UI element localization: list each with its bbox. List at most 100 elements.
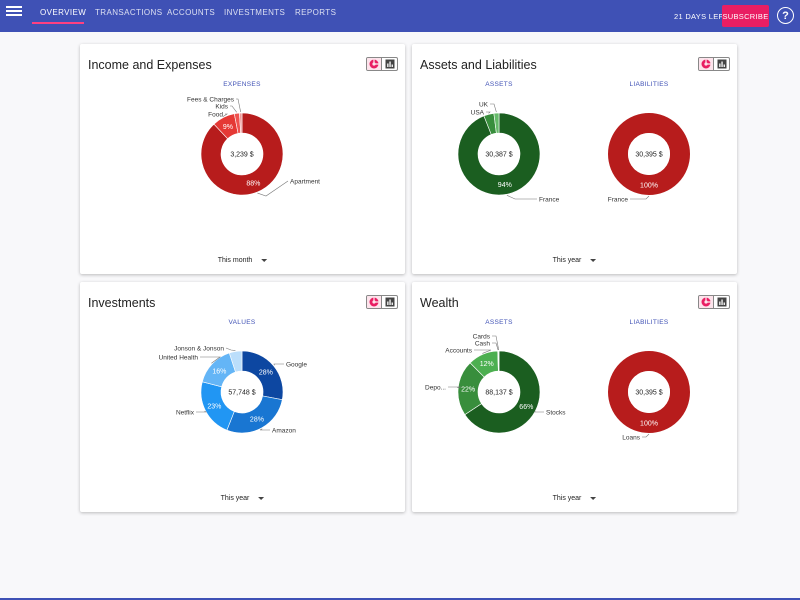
chart-total-value: 88,137 $ [485, 390, 512, 397]
slice-name-label: France [539, 196, 560, 203]
slice-name-label: United Health [159, 354, 199, 361]
chart-heading: EXPENSES [223, 81, 261, 88]
card-title: Investments [88, 296, 156, 310]
wealth-card: Wealth ASSETS LIABILITIES 66% 22% 12% 88,13… [412, 282, 737, 512]
pie-chart-icon[interactable] [367, 58, 382, 70]
donut-slice[interactable] [608, 351, 690, 433]
donut-hole [478, 371, 520, 413]
slice-name-label: Stocks [546, 409, 566, 416]
donut-hole [628, 371, 670, 413]
tab-overview[interactable]: OVERVIEW [40, 8, 87, 17]
slice-percent-label: 12% [480, 361, 494, 368]
chart-total-value: 30,387 $ [485, 152, 512, 159]
leader-line [225, 347, 236, 351]
top-app-bar: OVERVIEW TRANSACTIONS ACCOUNTS INVESTMEN… [0, 0, 800, 32]
leader-line [474, 349, 492, 354]
slice-percent-label: 88% [246, 180, 260, 187]
bar-chart-icon[interactable] [382, 58, 397, 70]
slice-name-label: Depo... [425, 384, 446, 391]
arrow-drop-down-icon [261, 259, 268, 262]
chart-heading: ASSETS [485, 319, 513, 326]
slice-name-label: Google [286, 361, 307, 368]
period-select[interactable]: This year [553, 495, 597, 502]
leader-line [492, 335, 500, 351]
slice-percent-label: 94% [498, 182, 512, 189]
chart-total-value: 57,748 $ [228, 390, 255, 397]
slice-name-label: Jonson & Jonson [174, 345, 224, 352]
slice-name-label: UK [479, 101, 489, 108]
tab-reports[interactable]: REPORTS [295, 8, 337, 17]
slice-percent-label: 9% [223, 124, 233, 131]
slice-name-label: Loans [622, 434, 640, 441]
chart-total-value: 30,395 $ [635, 152, 662, 159]
leader-line [273, 363, 284, 366]
slice-name-label: Cards [473, 333, 491, 340]
donut-slice[interactable] [608, 113, 690, 195]
chart-total-value: 3,239 $ [230, 152, 253, 159]
chart-heading: ASSETS [485, 81, 513, 88]
donut-hole [221, 133, 263, 175]
slice-percent-label: 16% [212, 368, 226, 375]
tab-transactions[interactable]: TRANSACTIONS [95, 8, 163, 17]
bar-chart-icon[interactable] [714, 296, 729, 308]
chart-type-toggle [366, 295, 398, 309]
chart-heading: LIABILITIES [629, 319, 669, 326]
slice-percent-label: 66% [519, 404, 533, 411]
arrow-drop-down-icon [590, 259, 597, 262]
slice-name-label: Accounts [445, 347, 472, 354]
chart-type-toggle [698, 57, 730, 71]
period-select[interactable]: This year [553, 257, 597, 264]
slice-name-label: Amazon [272, 427, 296, 434]
slice-percent-label: 100% [640, 421, 658, 428]
tab-accounts[interactable]: ACCOUNTS [167, 8, 216, 17]
bar-chart-icon[interactable] [714, 58, 729, 70]
leader-line [492, 342, 499, 351]
leader-line [196, 410, 208, 413]
leader-line [630, 195, 650, 200]
chart-type-toggle [366, 57, 398, 71]
card-title: Income and Expenses [88, 58, 212, 72]
slice-percent-label: 28% [259, 370, 273, 377]
pie-chart-icon[interactable] [699, 296, 714, 308]
slice-name-label: Cash [475, 340, 491, 347]
leader-line [222, 113, 229, 117]
slice-name-label: USA [471, 109, 485, 116]
period-label: This month [217, 257, 253, 264]
arrow-drop-down-icon [590, 497, 597, 500]
slice-percent-label: 22% [461, 386, 475, 393]
period-select[interactable]: This year [221, 495, 265, 502]
leader-line [642, 433, 650, 438]
help-circle-icon[interactable]: ? [777, 7, 794, 24]
investments-card: Investments VALUES 28% 28% 23% 16% 57,748 $ G… [80, 282, 405, 512]
slice-percent-label: 28% [250, 417, 264, 424]
leader-line [236, 98, 241, 113]
slice-percent-label: 23% [207, 404, 221, 411]
pie-chart-icon[interactable] [699, 58, 714, 70]
menu-icon[interactable] [6, 4, 22, 18]
donut-hole [478, 133, 520, 175]
leader-line [490, 103, 497, 113]
slice-name-label: Kids [215, 103, 228, 110]
donut-hole [221, 371, 263, 413]
slice-name-label: Fees & Charges [187, 96, 235, 103]
bar-chart-icon[interactable] [382, 296, 397, 308]
income-expenses-card: Income and Expenses EXPENSES 88% 9% 3,239 … [80, 44, 405, 274]
tab-investments[interactable]: INVESTMENTS [224, 8, 286, 17]
slice-name-label: Netflix [176, 409, 195, 416]
period-select[interactable]: This month [218, 257, 268, 264]
leader-line [230, 105, 237, 113]
slice-percent-label: 100% [640, 183, 658, 190]
liabilities-donut-chart: 100% 30,395 $ France [608, 113, 690, 203]
pie-chart-icon[interactable] [367, 296, 382, 308]
chart-heading: LIABILITIES [629, 81, 669, 88]
wealth-assets-donut-chart: 66% 22% 12% 88,137 $ Stocks Depo... AccountsCa… [425, 333, 566, 434]
leader-line [448, 386, 462, 389]
assets-liabilities-card: Assets and Liabilities ASSETS LIABILITIE… [412, 44, 737, 274]
leader-line [259, 428, 270, 431]
period-label: This year [552, 495, 582, 502]
period-label: This year [552, 257, 582, 264]
subscribe-button[interactable]: SUBSCRIBE [722, 5, 769, 27]
slice-name-label: Apartment [290, 178, 320, 185]
